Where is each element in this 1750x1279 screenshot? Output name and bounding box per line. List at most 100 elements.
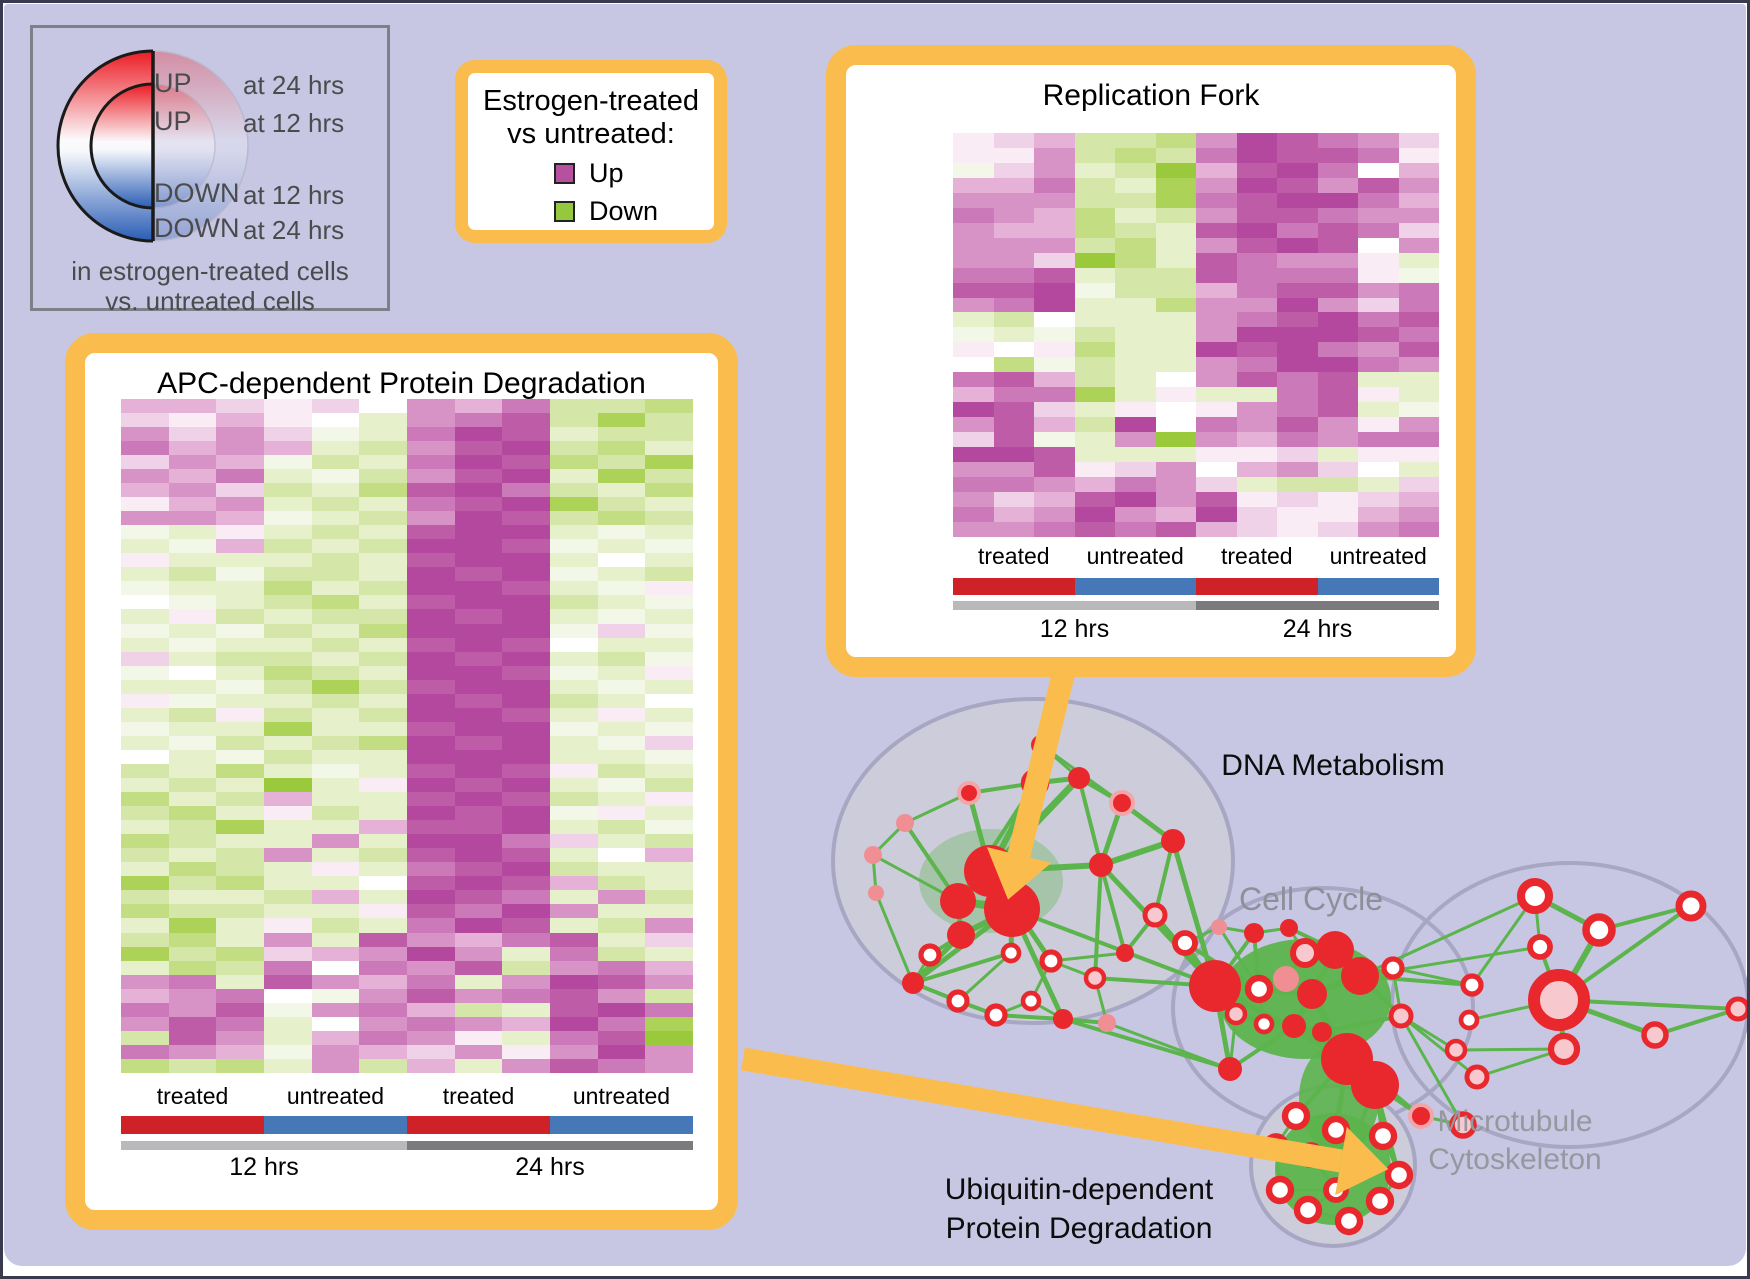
heatmap-cell <box>993 477 1034 493</box>
heatmap-cell <box>264 848 312 863</box>
heatmap-cell <box>502 693 550 708</box>
heatmap-cell <box>1155 342 1196 358</box>
heatmap-cell <box>1358 477 1399 493</box>
heatmap-cell <box>216 904 264 919</box>
heatmap-cell <box>1398 297 1439 313</box>
heatmap-cell <box>168 1002 217 1017</box>
heatmap-cell <box>407 806 455 821</box>
heatmap-cell <box>1074 297 1115 313</box>
heatmap-cell <box>359 413 407 428</box>
heatmap-cell <box>454 932 503 947</box>
heatmap-cell <box>359 637 407 652</box>
heatmap-cell <box>1074 207 1115 223</box>
heatmap-cell <box>502 960 550 975</box>
heatmap-cell <box>1277 357 1318 373</box>
heatmap-cell <box>1398 447 1439 463</box>
time-color-bar <box>953 601 1439 610</box>
heatmap-cell <box>168 441 217 456</box>
heatmap-cell <box>645 553 693 568</box>
heatmap-cell <box>1236 432 1277 448</box>
heatmap-cell <box>311 988 360 1003</box>
heatmap-cell <box>1317 507 1358 523</box>
heatmap-cell <box>121 806 169 821</box>
heatmap-cell <box>311 749 360 764</box>
heatmap-cell <box>359 806 407 821</box>
heatmap-cell <box>1317 147 1358 163</box>
network-node-solid <box>1316 931 1354 969</box>
treatment-bar-segment <box>1074 578 1196 595</box>
heatmap-cell <box>216 960 264 975</box>
heatmap-cell <box>407 1016 455 1031</box>
heatmap-cell <box>1115 507 1156 523</box>
heatmap-cell <box>359 1030 407 1045</box>
heatmap-cell <box>597 904 646 919</box>
heatmap-cell <box>168 693 217 708</box>
heatmap-cell <box>1155 133 1196 148</box>
heatmap-cell <box>454 581 503 596</box>
heatmap-cell <box>502 707 550 722</box>
heatmap-cell <box>264 735 312 750</box>
panel-title: APC-dependent Protein Degradation <box>157 367 646 400</box>
heatmap-cell <box>1074 267 1115 283</box>
heatmap-cell <box>1155 297 1196 313</box>
heatmap-cell <box>311 848 360 863</box>
heatmap-cell <box>454 1044 503 1059</box>
heatmap-cell <box>1115 147 1156 163</box>
heatmap-cell <box>502 567 550 582</box>
heatmap-cell <box>502 427 550 442</box>
heatmap-cell <box>1358 387 1399 403</box>
treatment-bar-segment <box>550 1116 693 1134</box>
heatmap-cell <box>216 427 264 442</box>
heatmap-cell <box>502 763 550 779</box>
treatment-color-bar <box>953 578 1439 595</box>
heatmap-cell <box>953 522 994 537</box>
heatmap-cell <box>407 553 455 568</box>
heatmap-cell <box>454 567 503 582</box>
heatmap-cell <box>311 679 360 694</box>
network-node-ring <box>984 1003 1008 1027</box>
network-edge <box>1105 1021 1232 1071</box>
heatmap-cell <box>1398 252 1439 268</box>
heatmap-cell <box>953 432 994 448</box>
heatmap-cell <box>454 918 503 933</box>
heatmap-cell <box>597 735 646 750</box>
network-node-solid <box>984 881 1040 937</box>
heatmap-cell <box>1034 237 1075 253</box>
heatmap-cell <box>1398 507 1439 523</box>
heatmap-cell <box>550 581 598 596</box>
heatmap-cell <box>121 721 169 736</box>
cell-cycle-label: Cell Cycle <box>1238 881 1384 917</box>
replication-fork-panel: Replication Fork treated untreated treated… <box>826 45 1476 677</box>
network-node-ring <box>1000 942 1022 964</box>
heatmap-cell <box>121 1044 169 1059</box>
network-node-pinkcore <box>1444 1038 1468 1062</box>
network-node-ring <box>1460 973 1484 997</box>
heatmap-cell <box>216 763 264 779</box>
heatmap-cell <box>168 848 217 863</box>
heatmap-cell <box>550 567 598 582</box>
heatmap-cell <box>121 820 169 835</box>
network-node-pink <box>1098 1014 1116 1032</box>
heatmap-cell <box>1277 162 1318 178</box>
heatmap-cell <box>1074 192 1115 208</box>
heatmap-cell <box>264 595 312 610</box>
heatmap-cell <box>264 1016 312 1031</box>
heatmap-cell <box>1398 432 1439 448</box>
heatmap-cell <box>264 539 312 554</box>
heatmap-cell <box>359 441 407 456</box>
treatment-bar-segment <box>1317 578 1439 595</box>
heatmap-cell <box>168 763 217 779</box>
heatmap-cell <box>993 312 1034 328</box>
heatmap-cell <box>216 665 264 680</box>
heatmap-cell <box>597 525 646 540</box>
apc-degradation-panel: APC-dependent Protein Degradation treate… <box>65 333 738 1230</box>
heatmap-cell <box>502 721 550 736</box>
heatmap-cell <box>264 1044 312 1059</box>
network-node-solid <box>1218 1057 1242 1081</box>
heatmap-cell <box>1236 462 1277 478</box>
connector-arrow-head <box>986 847 1052 900</box>
heatmap-cell <box>359 651 407 666</box>
heatmap-cell <box>597 651 646 666</box>
heatmap-cell <box>645 665 693 680</box>
heatmap-cell <box>953 357 994 373</box>
